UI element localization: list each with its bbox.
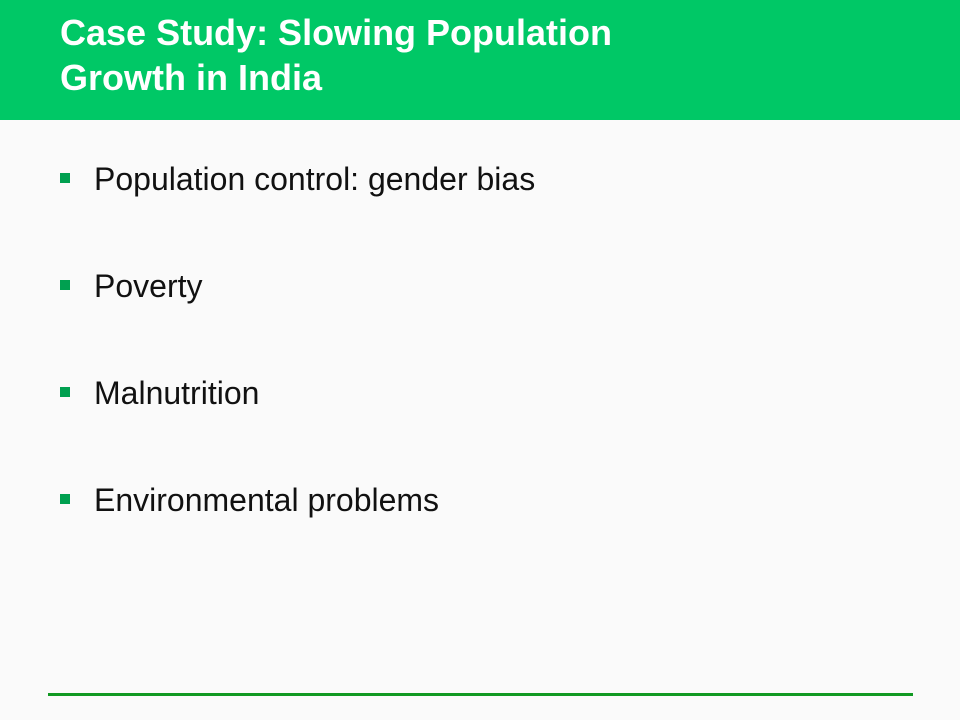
square-bullet-icon <box>60 387 70 397</box>
bullet-item: Poverty <box>60 262 535 369</box>
bullet-item: Malnutrition <box>60 369 535 476</box>
slide-title: Case Study: Slowing Population Growth in… <box>60 10 920 100</box>
bullet-item: Environmental problems <box>60 476 535 583</box>
square-bullet-icon <box>60 280 70 290</box>
bullet-text: Population control: gender bias <box>94 161 536 197</box>
bullet-list: Population control: gender bias Poverty … <box>60 155 535 583</box>
square-bullet-icon <box>60 173 70 183</box>
slide-title-line-2: Growth in India <box>60 57 322 98</box>
title-bar: Case Study: Slowing Population Growth in… <box>0 0 960 120</box>
bullet-item: Population control: gender bias <box>60 155 535 262</box>
footer-divider <box>48 693 913 696</box>
slide-title-line-1: Case Study: Slowing Population <box>60 12 613 53</box>
bullet-text: Poverty <box>94 268 203 304</box>
bullet-text: Environmental problems <box>94 482 440 518</box>
square-bullet-icon <box>60 494 70 504</box>
bullet-text: Malnutrition <box>94 375 260 411</box>
